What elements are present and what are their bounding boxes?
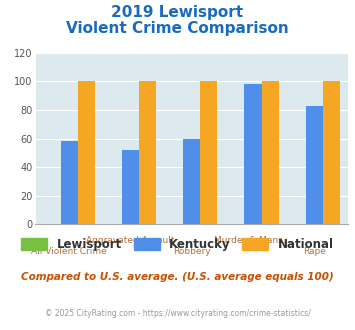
Text: Rape: Rape xyxy=(303,247,326,256)
Bar xyxy=(244,84,262,224)
Bar xyxy=(183,139,200,224)
Bar xyxy=(306,106,323,224)
Text: 2019 Lewisport: 2019 Lewisport xyxy=(111,5,244,20)
Bar xyxy=(61,142,78,224)
Bar xyxy=(122,150,139,224)
Bar xyxy=(262,82,279,224)
Text: All Violent Crime: All Violent Crime xyxy=(31,247,107,256)
Bar xyxy=(139,82,156,224)
Text: © 2025 CityRating.com - https://www.cityrating.com/crime-statistics/: © 2025 CityRating.com - https://www.city… xyxy=(45,309,310,317)
Text: Robbery: Robbery xyxy=(173,247,211,256)
Text: Violent Crime Comparison: Violent Crime Comparison xyxy=(66,21,289,36)
Bar xyxy=(200,82,217,224)
Bar xyxy=(323,82,340,224)
Text: Aggravated Assault: Aggravated Assault xyxy=(86,236,175,245)
Text: Compared to U.S. average. (U.S. average equals 100): Compared to U.S. average. (U.S. average … xyxy=(21,272,334,282)
Bar xyxy=(78,82,95,224)
Legend: Lewisport, Kentucky, National: Lewisport, Kentucky, National xyxy=(18,234,337,254)
Text: Murder & Mans...: Murder & Mans... xyxy=(214,236,292,245)
